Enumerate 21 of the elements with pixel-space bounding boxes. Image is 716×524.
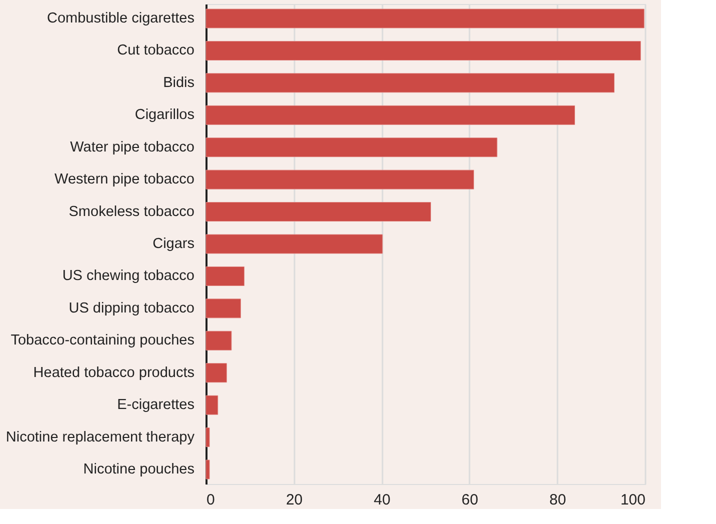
y-tick-label: Water pipe tobacco [70, 139, 194, 156]
y-tick-label: Nicotine replacement therapy [6, 429, 196, 446]
y-tick-label: US dipping tobacco [68, 300, 194, 316]
x-tick-label: 80 [549, 492, 566, 508]
x-tick-label: 100 [620, 492, 646, 508]
x-tick-label: 0 [206, 492, 215, 508]
y-tick-label: Western pipe tobacco [54, 172, 194, 188]
x-tick-label: 40 [374, 492, 390, 508]
y-tick-label: Nicotine pouches [83, 462, 194, 478]
x-tick-label: 20 [286, 492, 303, 508]
y-tick-label: Cigarillos [134, 107, 194, 124]
y-tick-label: E-cigarettes [117, 397, 194, 414]
y-tick-label: US chewing tobacco [62, 268, 194, 284]
y-tick-label: Smokeless tobacco [68, 204, 194, 220]
y-tick-label: Heated tobacco products [33, 364, 194, 381]
y-tick-label: Cigars [152, 236, 194, 252]
y-tick-label: Cut tobacco [117, 42, 194, 59]
y-tick-label: Tobacco-containing pouches [10, 332, 194, 349]
y-tick-label: Combustible cigarettes [47, 10, 194, 26]
x-tick-label: 60 [462, 492, 478, 508]
y-tick-label: Bidis [163, 74, 194, 91]
